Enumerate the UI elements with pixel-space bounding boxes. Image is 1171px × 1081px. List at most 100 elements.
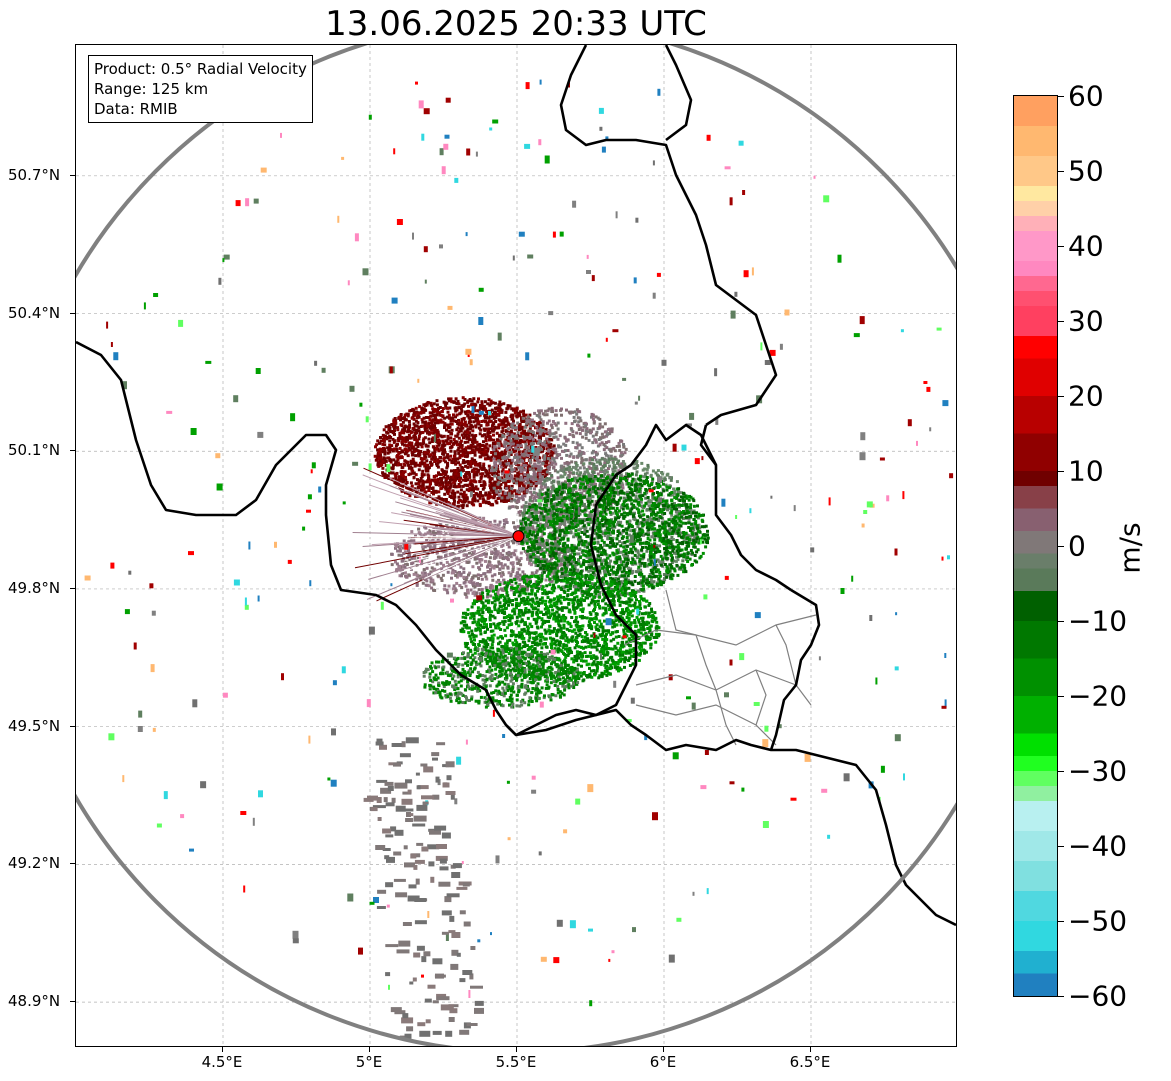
- echo-pixel: [544, 409, 548, 413]
- echo-pixel: [475, 470, 479, 474]
- echo-pixel: [403, 452, 407, 456]
- echo-pixel: [438, 527, 442, 531]
- echo-pixel: [509, 476, 513, 480]
- echo-pixel: [457, 402, 461, 406]
- echo-pixel: [414, 436, 417, 440]
- echo-pixel: [639, 579, 643, 583]
- echo-pixel: [497, 459, 501, 463]
- echo-pixel: [525, 577, 529, 581]
- echo-pixel: [498, 419, 502, 423]
- echo-pixel: [407, 433, 411, 437]
- echo-pixel: [496, 438, 499, 442]
- echo-pixel: [493, 547, 497, 551]
- echo-pixel: [440, 579, 444, 582]
- echo-pixel: [517, 567, 521, 571]
- echo-pixel: [532, 473, 536, 476]
- echo-pixel: [550, 438, 554, 442]
- echo-pixel: [419, 443, 423, 447]
- echo-pixel: [400, 435, 404, 439]
- echo-pixel: [556, 427, 560, 431]
- echo-pixel: [498, 485, 502, 488]
- echo-pixel: [443, 450, 447, 454]
- echo-pixel: [561, 585, 565, 589]
- echo-pixel: [465, 436, 469, 440]
- echo-pixel: [613, 463, 616, 467]
- echo-pixel: [591, 441, 595, 445]
- echo-pixel: [396, 428, 400, 432]
- echo-pixel: [438, 483, 442, 487]
- echo-pixel: [544, 494, 548, 498]
- echo-pixel: [497, 494, 501, 498]
- echo-pixel: [552, 436, 556, 439]
- echo-pixel: [508, 448, 512, 452]
- echo-pixel: [618, 448, 622, 452]
- echo-pixel: [479, 472, 483, 476]
- echo-pixel: [381, 466, 385, 470]
- echo-pixel: [539, 409, 543, 413]
- echo-pixel: [409, 481, 413, 485]
- echo-pixel: [423, 421, 427, 424]
- echo-pixel: [419, 578, 423, 582]
- echo-pixel: [618, 575, 622, 579]
- echo-pixel: [454, 478, 458, 482]
- echo-pixel: [450, 540, 454, 544]
- echo-pixel: [667, 543, 671, 547]
- echo-pixel: [464, 578, 468, 582]
- echo-pixel: [566, 573, 569, 577]
- echo-pixel: [482, 464, 486, 468]
- echo-pixel: [463, 440, 467, 444]
- echo-pixel: [378, 441, 382, 445]
- echo-pixel: [503, 445, 507, 448]
- echo-pixel: [646, 518, 650, 522]
- echo-pixel: [451, 568, 455, 572]
- echo-pixel: [504, 472, 508, 476]
- echo-pixel: [393, 432, 396, 436]
- echo-pixel: [653, 530, 657, 534]
- echo-pixel: [469, 415, 473, 419]
- echo-pixel: [473, 555, 477, 559]
- echo-pixel: [460, 433, 464, 437]
- echo-pixel: [478, 442, 482, 446]
- echo-pixel: [594, 482, 597, 486]
- echo-pixel: [378, 459, 382, 463]
- echo-pixel: [513, 474, 517, 478]
- echo-pixel: [655, 568, 658, 572]
- echo-pixel: [464, 424, 468, 428]
- echo-pixel: [522, 412, 526, 416]
- echo-pixel: [439, 413, 443, 417]
- echo-pixel: [481, 444, 485, 447]
- echo-pixel: [650, 480, 654, 484]
- echo-pixel: [568, 433, 572, 436]
- echo-pixel: [428, 454, 432, 458]
- echo-pixel: [453, 450, 457, 454]
- echo-pixel: [412, 556, 416, 560]
- echo-pixel: [470, 440, 474, 444]
- echo-pixel: [441, 415, 445, 419]
- radar-map[interactable]: [75, 44, 957, 1047]
- echo-pixel: [522, 463, 526, 467]
- echo-pixel: [476, 573, 480, 577]
- echo-pixel: [528, 426, 532, 430]
- echo-pixel: [460, 466, 464, 469]
- echo-pixel: [590, 483, 594, 487]
- echo-pixel: [574, 446, 578, 450]
- echo-pixel: [440, 468, 444, 472]
- echo-pixel: [493, 474, 497, 478]
- echo-pixel: [404, 440, 408, 444]
- echo-pixel: [538, 411, 542, 415]
- echo-pixel: [446, 434, 450, 438]
- echo-pixel: [485, 410, 489, 413]
- echo-pixel: [572, 455, 576, 459]
- echo-pixel: [488, 415, 492, 419]
- echo-pixel: [383, 443, 387, 447]
- echo-pixel: [395, 455, 399, 459]
- echo-pixel: [476, 409, 480, 413]
- echo-pixel: [443, 401, 447, 405]
- echo-pixel: [427, 416, 431, 419]
- echo-pixel: [533, 495, 537, 499]
- echo-pixel: [498, 581, 502, 585]
- echo-pixel: [594, 500, 598, 504]
- echo-pixel: [474, 413, 478, 417]
- echo-pixel: [472, 549, 476, 553]
- echo-pixel: [466, 460, 470, 463]
